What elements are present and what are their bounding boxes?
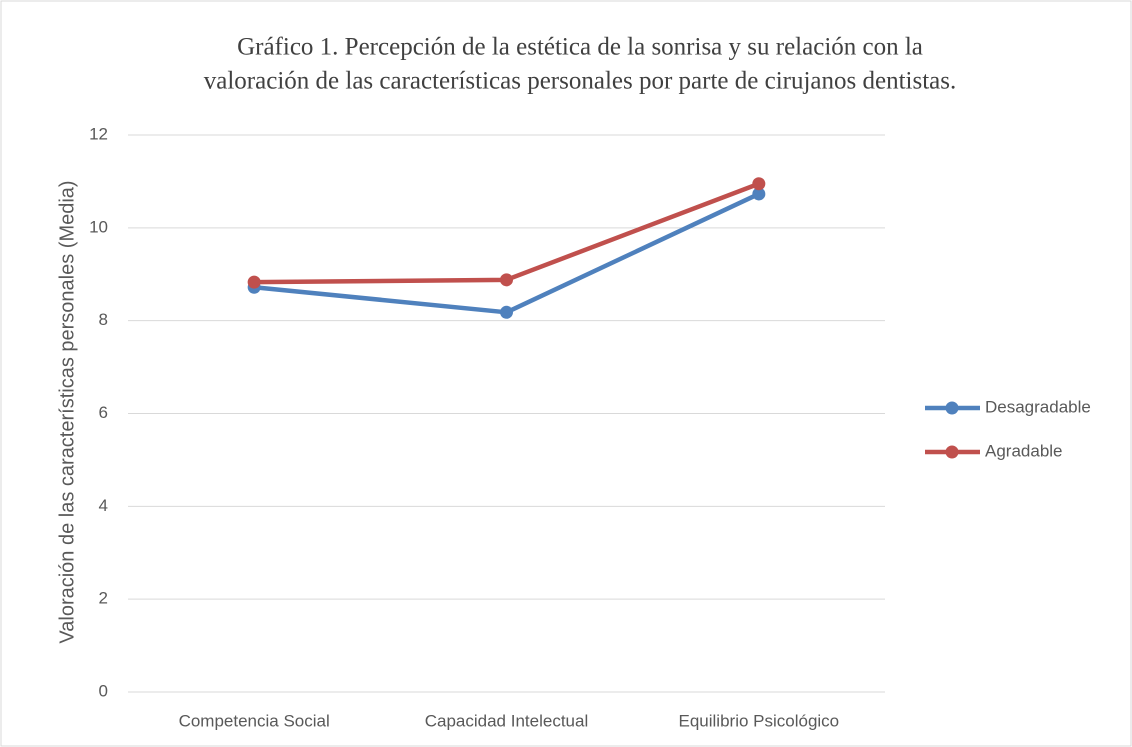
point (752, 187, 766, 201)
x-tick-label: Competencia Social (179, 711, 330, 730)
y-tick-label: 0 (99, 681, 108, 700)
point (500, 273, 513, 287)
y-tick-label: 10 (89, 217, 108, 236)
y-tick-label: 2 (99, 589, 108, 608)
y-tick-label: 8 (99, 310, 108, 329)
legend-label: Desagradable (985, 397, 1091, 416)
legend-marker (945, 445, 959, 459)
y-tick-label: 6 (99, 403, 108, 422)
y-axis-label: Valoración de las características person… (56, 180, 78, 643)
x-tick-label: Capacidad Intelectual (425, 711, 589, 730)
y-tick-label: 12 (89, 124, 108, 143)
point (500, 305, 513, 319)
y-tick-label: 4 (99, 496, 108, 515)
point (752, 177, 766, 191)
legend-label: Agradable (985, 441, 1063, 460)
point (247, 275, 261, 289)
chart-title: Gráfico 1. Percepción de la estética de … (237, 34, 923, 61)
legend-marker (945, 401, 959, 415)
x-tick-label: Equilibrio Psicológico (679, 711, 840, 730)
chart-title: valoración de las características person… (204, 68, 956, 95)
